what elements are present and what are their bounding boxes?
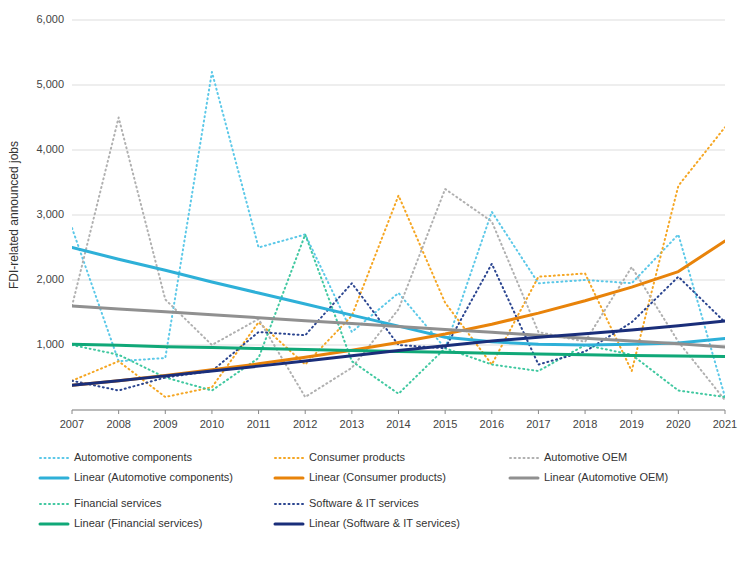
x-axis: 2007 2008 2009 2010 2011 2012 2013 2014 2015 2016… [60,410,737,430]
x-tick [165,410,166,414]
x-tick [678,410,679,414]
x-tick-label: 2011 [247,418,271,430]
plot-lines [72,72,725,400]
x-tick-label: 2015 [433,418,457,430]
x-tick [258,410,259,414]
x-tick [305,410,306,414]
series-line [72,241,725,385]
legend-swatch [40,457,68,459]
y-tick-label: 6,000 [36,13,64,25]
x-tick-label: 2019 [619,418,643,430]
x-tick-label: 2010 [200,418,224,430]
legend-swatch [40,503,68,505]
y-tick-label: 3,000 [36,208,64,220]
legend-label: Automotive OEM [544,451,627,463]
legend-label: Linear (Software & IT services) [309,517,460,529]
series-line [72,118,725,401]
x-tick [725,410,726,414]
x-tick [631,410,632,414]
legend-label: Linear (Financial services) [74,517,202,529]
series-line [72,235,725,398]
x-tick-label: 2009 [153,418,177,430]
x-tick [211,410,212,414]
x-tick-label: 2008 [106,418,130,430]
y-tick-label: 2,000 [36,273,64,285]
y-axis: 1,000 2,000 3,000 4,000 5,000 6,000 [36,13,64,350]
y-grid [72,20,725,410]
grid-line [72,150,725,151]
legend-label: Software & IT services [309,497,419,509]
x-tick [72,410,73,414]
legend-swatch [40,477,68,480]
background [0,0,745,567]
y-axis-label: FDI-related announced jobs [7,141,21,289]
legend-label: Automotive components [74,451,193,463]
series-line [72,306,725,347]
grid-line [72,280,725,281]
x-tick [585,410,586,414]
legend-swatch [275,457,303,459]
grid-line [72,20,725,21]
x-tick-label: 2018 [573,418,597,430]
x-tick-label: 2014 [386,418,410,430]
x-tick [538,410,539,414]
x-tick-label: 2016 [480,418,504,430]
legend-swatch [275,477,303,480]
chart: 1,000 2,000 3,000 4,000 5,000 6,000 FDI-relate… [0,0,745,567]
x-tick-label: 2017 [526,418,550,430]
legend-swatch [40,523,68,526]
legend-swatch [510,477,538,480]
x-tick-label: 2007 [60,418,84,430]
y-tick-label: 4,000 [36,143,64,155]
series-line [72,264,725,391]
grid-line [72,215,725,216]
x-tick-label: 2020 [666,418,690,430]
legend-label: Linear (Automotive components) [74,471,233,483]
legend-swatch [275,503,303,505]
legend-label: Linear (Automotive OEM) [544,471,668,483]
x-tick [445,410,446,414]
x-tick [351,410,352,414]
x-tick-label: 2013 [340,418,364,430]
y-tick-label: 1,000 [36,338,64,350]
legend-label: Financial services [74,497,162,509]
legend-label: Consumer products [309,451,405,463]
series-line [72,127,725,397]
legend: Automotive components Consumer products Au… [40,451,668,529]
x-tick [398,410,399,414]
x-tick [491,410,492,414]
legend-swatch [510,457,538,459]
legend-label: Linear (Consumer products) [309,471,446,483]
grid-line [72,85,725,86]
y-tick-label: 5,000 [36,78,64,90]
series-line [72,72,725,397]
x-tick-label: 2021 [713,418,737,430]
series-line [72,321,725,385]
x-tick-label: 2012 [293,418,317,430]
legend-swatch [275,523,303,526]
x-tick [118,410,119,414]
